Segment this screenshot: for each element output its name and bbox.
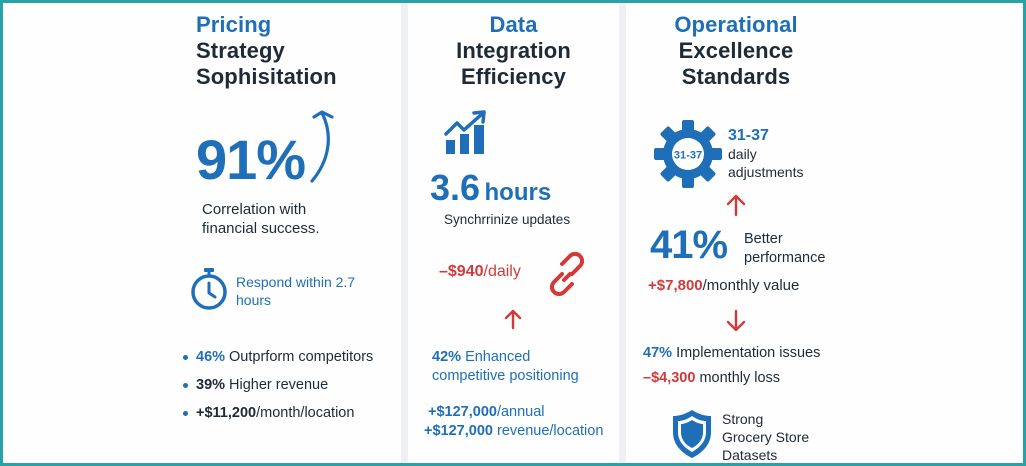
bullet-dot bbox=[183, 382, 188, 388]
respond-time-text: Respond within 2.7 hours bbox=[236, 274, 356, 308]
stopwatch-icon bbox=[191, 268, 227, 310]
up-arrow-icon bbox=[726, 194, 746, 217]
performance-stat: 41% bbox=[650, 223, 728, 267]
shield-icon bbox=[673, 410, 711, 458]
pricing-bullets: 46% Outprform competitors 39% Higher rev… bbox=[183, 343, 373, 427]
daily-loss-stat: –$940/daily bbox=[439, 263, 521, 280]
bullet-dot bbox=[183, 354, 188, 360]
column-divider bbox=[401, 3, 408, 463]
monthly-loss-stat: –$4,300 monthly loss bbox=[643, 370, 781, 386]
up-arrow-icon bbox=[504, 309, 522, 330]
competitive-positioning-stat: 42% Enhanced competitive positioning bbox=[432, 349, 579, 384]
pricing-title: Pricing Strategy Sophisitation bbox=[196, 12, 337, 89]
daily-adjustments-stat: 31-37 daily adjustments bbox=[728, 127, 804, 180]
curved-up-arrow-icon bbox=[310, 110, 334, 183]
sync-caption: Synchrrinize updates bbox=[444, 212, 571, 227]
down-arrow-icon bbox=[726, 309, 746, 332]
list-item: 39% Higher revenue bbox=[183, 371, 373, 399]
operational-title: Operational Excellence Standards bbox=[674, 12, 798, 89]
data-integration-title: Data Integration Efficiency bbox=[456, 12, 571, 89]
correlation-stat: 91% bbox=[196, 128, 306, 191]
performance-caption: Better performance bbox=[744, 231, 826, 266]
list-item: 46% Outprform competitors bbox=[183, 343, 373, 371]
bullet-dot bbox=[183, 410, 188, 416]
correlation-caption: Correlation with financial success. bbox=[202, 201, 320, 237]
list-item: +$11,200 /month/location bbox=[183, 399, 373, 427]
dataset-caption: Strong Grocery Store Datasets bbox=[722, 411, 810, 463]
broken-chain-link-icon bbox=[549, 251, 585, 297]
bar-chart-trend-up-icon bbox=[444, 110, 486, 154]
monthly-value-stat: +$7,800/monthly value bbox=[648, 277, 800, 294]
column-divider bbox=[619, 3, 626, 463]
data-integration-panel: Data Integration Efficiency 3.6 hours Sy… bbox=[408, 0, 619, 466]
operational-excellence-panel: Operational Excellence Standards 31-37 3… bbox=[626, 0, 856, 466]
sync-time-stat: 3.6 hours bbox=[430, 167, 552, 208]
gear-icon: 31-37 bbox=[654, 120, 722, 188]
implementation-issues-stat: 47% Implementation issues bbox=[643, 345, 821, 361]
svg-text:31-37: 31-37 bbox=[674, 150, 702, 162]
annual-revenue-stat: +$127,000/annual +$127,000 revenue/locat… bbox=[424, 404, 604, 439]
pricing-strategy-panel: Pricing Strategy Sophisitation 91% Corre… bbox=[0, 0, 401, 466]
